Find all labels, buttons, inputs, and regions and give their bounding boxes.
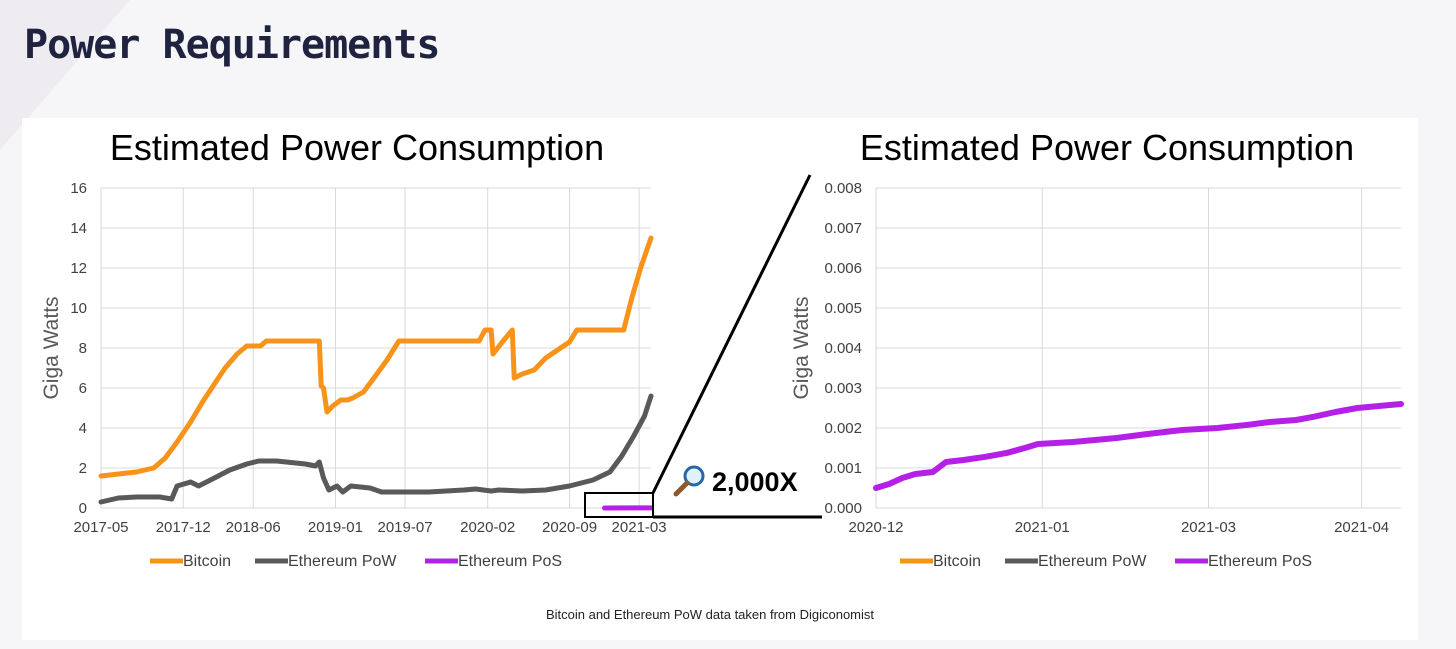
right-chart-ticks: 0.000 0.001 0.002 0.003 0.004 0.005 0.006 0.007… (824, 180, 1389, 536)
y-tick-label: 0 (79, 500, 87, 517)
y-tick-label: 0.006 (824, 260, 862, 277)
x-tick-label: 2021-01 (1015, 519, 1070, 536)
y-axis-label: Giga Watts (40, 296, 63, 399)
x-tick-label: 2020-12 (848, 519, 903, 536)
legend-label: Ethereum PoW (1038, 553, 1147, 570)
chart-panel (22, 118, 1418, 640)
x-tick-label: 2021-03 (1181, 519, 1236, 536)
left-chart-ticks: 0 2 4 6 8 10 12 14 16 2017-05 2017-12 2018-06 2019-0… (70, 180, 666, 536)
left-chart-grid (100, 187, 651, 509)
legend-label: Bitcoin (183, 553, 231, 570)
y-tick-label: 8 (79, 340, 87, 357)
right-chart-legend: Bitcoin Ethereum PoW Ethereum PoS (900, 553, 1312, 570)
x-tick-label: 2017-12 (156, 519, 211, 536)
chart-title: Estimated Power Consumption (110, 127, 604, 168)
right-chart-lines (873, 401, 1404, 491)
y-tick-label: 0.003 (824, 380, 862, 397)
x-tick-label: 2017-05 (73, 519, 128, 536)
left-chart-legend: Bitcoin Ethereum PoW Ethereum PoS (150, 553, 562, 570)
series-line-ethereum-pos (873, 401, 1404, 491)
y-tick-label: 0.005 (824, 300, 862, 317)
x-tick-label: 2020-09 (542, 519, 597, 536)
y-tick-label: 16 (70, 180, 87, 197)
page-title: Power Requirements (24, 22, 440, 68)
chart-title: Estimated Power Consumption (860, 127, 1354, 168)
legend-label: Ethereum PoS (1208, 553, 1312, 570)
y-axis-label: Giga Watts (790, 296, 813, 399)
legend-label: Bitcoin (933, 553, 981, 570)
series-line-ethereum-pow (98, 393, 654, 505)
y-tick-label: 12 (70, 260, 87, 277)
y-tick-label: 0.007 (824, 220, 862, 237)
magnifier-icon (673, 465, 705, 497)
x-tick-label: 2020-02 (460, 519, 515, 536)
x-tick-label: 2021-04 (1334, 519, 1389, 536)
y-tick-label: 0.008 (824, 180, 862, 197)
series-line-bitcoin (98, 235, 654, 479)
left-chart-lines (98, 235, 654, 511)
zoom-connector-top (651, 174, 812, 494)
zoom-label: 2,000X (712, 467, 798, 497)
right-chart-grid (875, 187, 1401, 509)
x-tick-label: 2021-03 (612, 519, 667, 536)
y-tick-label: 14 (70, 220, 87, 237)
y-tick-label: 6 (79, 380, 87, 397)
x-tick-label: 2019-01 (308, 519, 363, 536)
y-tick-label: 0.004 (824, 340, 862, 357)
zoom-indicator: 2,000X (584, 174, 822, 519)
zoom-box (584, 492, 654, 518)
y-tick-label: 0.000 (824, 500, 862, 517)
legend-label: Ethereum PoS (458, 553, 562, 570)
y-tick-label: 2 (79, 460, 87, 477)
x-tick-label: 2019-07 (377, 519, 432, 536)
y-tick-label: 4 (79, 420, 87, 437)
x-tick-label: 2018-06 (226, 519, 281, 536)
source-note: Bitcoin and Ethereum PoW data taken from… (545, 607, 875, 622)
y-tick-label: 0.001 (824, 460, 862, 477)
y-tick-label: 0.002 (824, 420, 862, 437)
y-tick-label: 10 (70, 300, 87, 317)
legend-label: Ethereum PoW (288, 553, 397, 570)
